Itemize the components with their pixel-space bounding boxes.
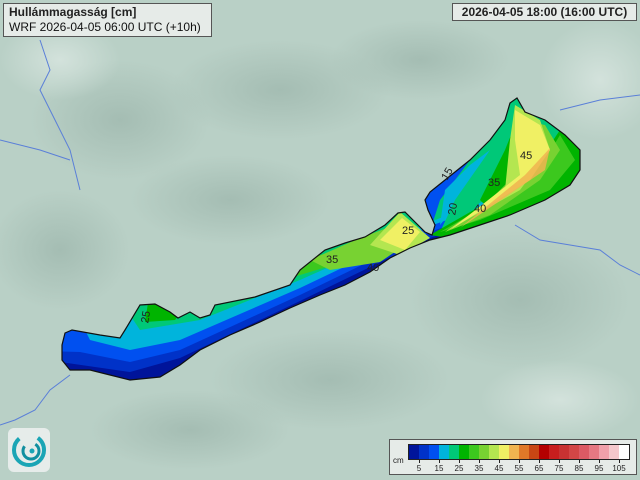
legend-swatch (589, 445, 599, 459)
legend-swatch (449, 445, 459, 459)
legend-swatch (559, 445, 569, 459)
contour-labels: 25 35 40 25 15 20 45 35 40 (139, 150, 532, 324)
legend-label: 85 (574, 464, 584, 473)
legend-label: 105 (612, 464, 626, 473)
legend-label: 45 (494, 464, 504, 473)
legend-label: 55 (514, 464, 524, 473)
legend-label: 25 (454, 464, 464, 473)
legend-tick (459, 459, 460, 463)
map-title: Hullámmagasság [cm] (9, 5, 137, 19)
legend-label: 5 (416, 464, 422, 473)
contour-label: 20 (446, 202, 460, 216)
legend-swatch (499, 445, 509, 459)
legend-label: 15 (434, 464, 444, 473)
contour-label: 35 (488, 177, 500, 189)
legend-swatch (509, 445, 519, 459)
legend-tick (519, 459, 520, 463)
legend-swatch (539, 445, 549, 459)
legend-tick (439, 459, 440, 463)
legend-swatch (529, 445, 539, 459)
color-legend: cm 5 15 25 35 45 55 65 75 85 95 105 (389, 439, 637, 475)
contour-label: 25 (402, 225, 414, 237)
legend-tick (579, 459, 580, 463)
contour-label: 40 (474, 203, 486, 215)
contour-label: 35 (326, 254, 338, 266)
legend-swatch (599, 445, 609, 459)
legend-swatch (489, 445, 499, 459)
legend-swatch (479, 445, 489, 459)
model-run: WRF 2026-04-05 06:00 UTC (+10h) (9, 20, 201, 34)
legend-label: 75 (554, 464, 564, 473)
legend-tick (479, 459, 480, 463)
legend-swatch (439, 445, 449, 459)
legend-swatch (519, 445, 529, 459)
legend-tick (599, 459, 600, 463)
terrain-background (0, 20, 640, 470)
legend-swatch (419, 445, 429, 459)
legend-swatch (549, 445, 559, 459)
legend-swatch (459, 445, 469, 459)
legend-label: 95 (594, 464, 604, 473)
legend-colorbar (408, 444, 630, 460)
legend-swatch (579, 445, 589, 459)
legend-tick (619, 459, 620, 463)
legend-swatch (469, 445, 479, 459)
legend-swatch (409, 445, 419, 459)
legend-swatch (609, 445, 619, 459)
legend-unit: cm (393, 456, 404, 465)
title-box: Hullámmagasság [cm] WRF 2026-04-05 06:00… (3, 3, 212, 37)
legend-label: 65 (534, 464, 544, 473)
contour-label: 25 (139, 310, 153, 324)
valid-time: 2026-04-05 18:00 (16:00 UTC) (452, 3, 637, 21)
logo-swirl-icon (8, 428, 50, 472)
contour-label: 15 (439, 166, 456, 183)
legend-swatch (619, 445, 629, 459)
legend-swatch (569, 445, 579, 459)
rivers (0, 39, 640, 426)
legend-tick (539, 459, 540, 463)
legend-tick (559, 459, 560, 463)
legend-tick (419, 459, 420, 463)
legend-label: 35 (474, 464, 484, 473)
contour-label: 45 (520, 150, 532, 162)
contour-label: 40 (367, 262, 379, 274)
legend-swatch (429, 445, 439, 459)
legend-tick (499, 459, 500, 463)
